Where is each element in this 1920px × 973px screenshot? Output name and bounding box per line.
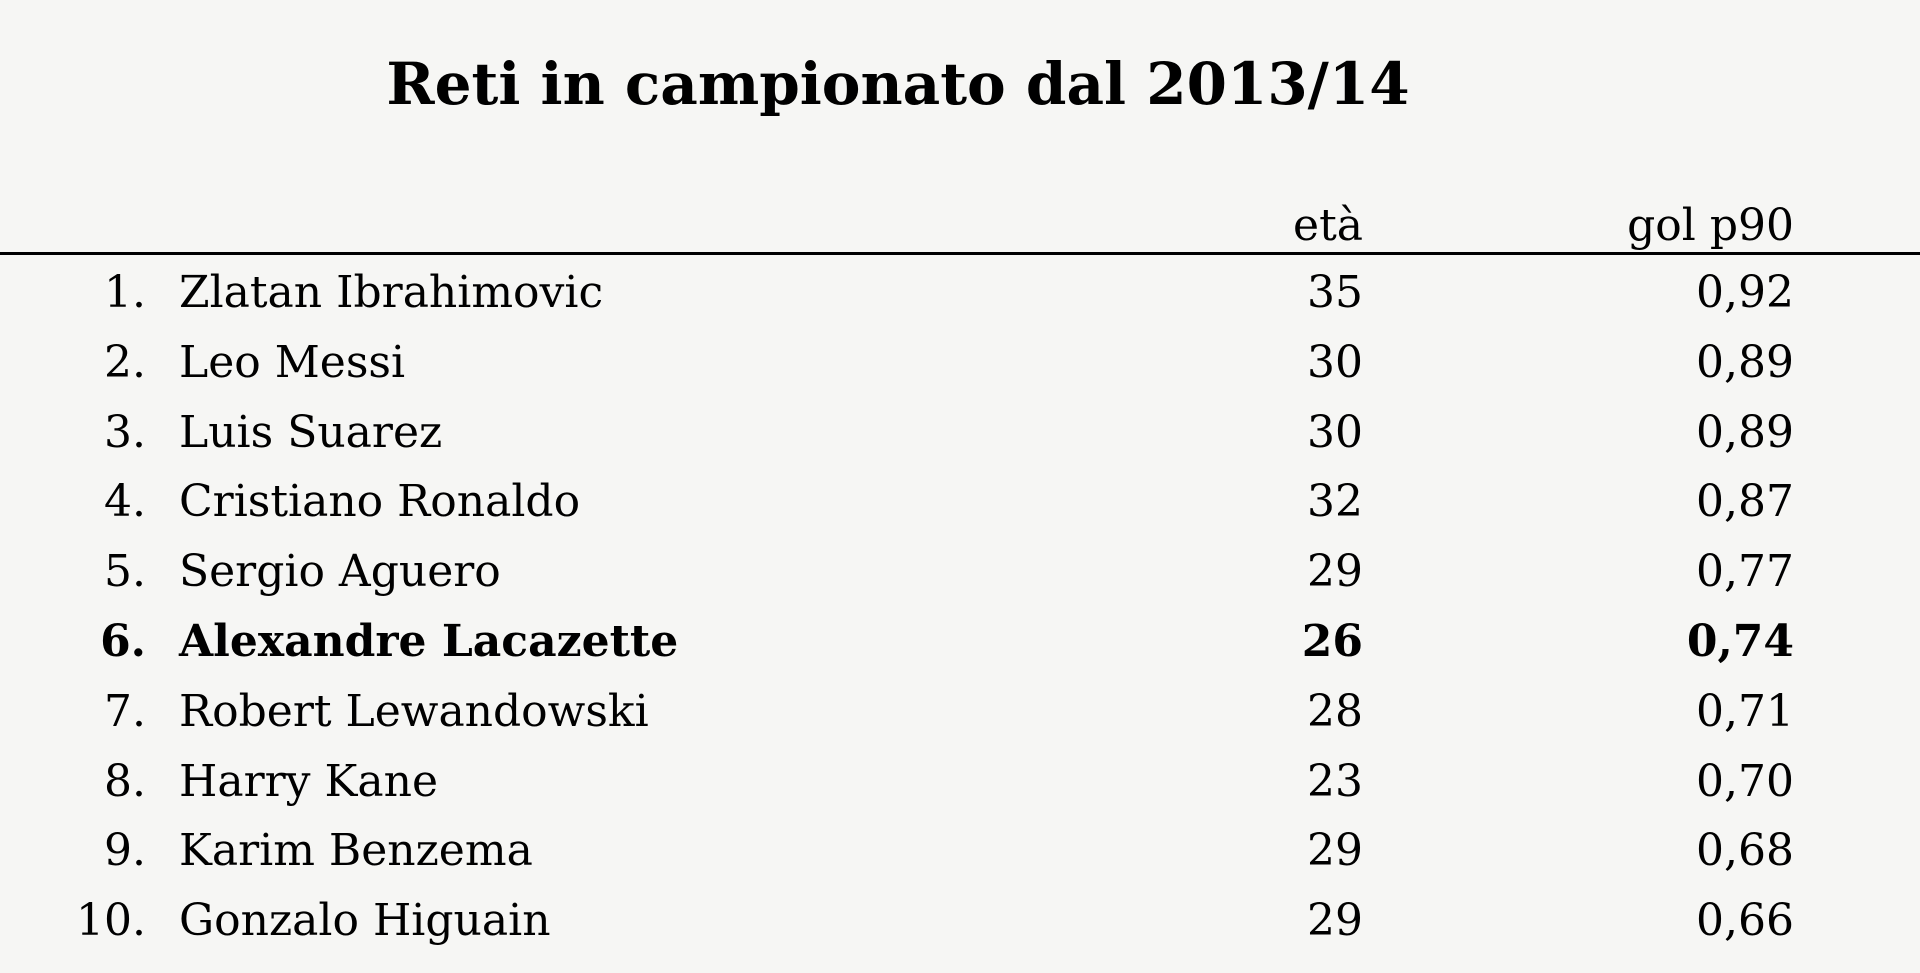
player-name-cell: Cristiano Ronaldo [179, 476, 581, 528]
table-row: 6. Alexandre Lacazette 26 0,74 [0, 607, 1920, 677]
goals-p90-cell: 0,87 [1696, 476, 1794, 528]
table-row: 1. Zlatan Ibrahimovic 35 0,92 [0, 258, 1920, 328]
table-row: 5. Sergio Aguero 29 0,77 [0, 537, 1920, 607]
rank-cell: 1. [104, 267, 146, 318]
age-cell: 35 [1307, 267, 1363, 318]
goals-p90-cell: 0,66 [1696, 895, 1794, 947]
age-cell: 29 [1307, 825, 1363, 877]
player-name-cell: Harry Kane [179, 755, 438, 807]
table-row: 9. Karim Benzema 29 0,68 [0, 816, 1920, 886]
player-name-cell: Karim Benzema [179, 825, 533, 877]
goals-p90-cell: 0,89 [1696, 336, 1794, 388]
table-row: 2. Leo Messi 30 0,89 [0, 328, 1920, 398]
goals-p90-cell: 0,70 [1696, 755, 1794, 807]
rank-cell: 5. [104, 546, 146, 598]
player-name-cell: Zlatan Ibrahimovic [179, 267, 604, 318]
player-name-cell: Robert Lewandowski [179, 685, 649, 737]
rank-cell: 8. [104, 755, 146, 807]
rank-cell: 4. [104, 476, 146, 528]
table-row: 10. Gonzalo Higuain 29 0,66 [0, 886, 1920, 956]
player-name-cell: Alexandre Lacazette [179, 616, 679, 667]
column-header-goals-p90: gol p90 [1627, 200, 1794, 251]
goals-p90-cell: 0,89 [1696, 406, 1794, 458]
table-row: 7. Robert Lewandowski 28 0,71 [0, 677, 1920, 747]
player-name-cell: Sergio Aguero [179, 546, 501, 598]
goals-p90-cell: 0,92 [1696, 267, 1794, 318]
player-name-cell: Leo Messi [179, 336, 406, 388]
goals-p90-cell: 0,77 [1696, 546, 1794, 598]
age-cell: 29 [1307, 895, 1363, 947]
goals-p90-cell: 0,74 [1686, 616, 1794, 667]
age-cell: 29 [1307, 546, 1363, 598]
player-name-cell: Gonzalo Higuain [179, 895, 551, 947]
age-cell: 30 [1307, 406, 1363, 458]
goals-p90-cell: 0,68 [1696, 825, 1794, 877]
table-row: 3. Luis Suarez 30 0,89 [0, 398, 1920, 468]
rank-cell: 10. [76, 895, 146, 947]
age-cell: 32 [1307, 476, 1363, 528]
age-cell: 30 [1307, 336, 1363, 388]
rank-cell: 6. [100, 616, 146, 667]
rank-cell: 3. [104, 406, 146, 458]
table-row: 8. Harry Kane 23 0,70 [0, 747, 1920, 817]
player-name-cell: Luis Suarez [179, 406, 443, 458]
age-cell: 23 [1307, 755, 1363, 807]
goals-p90-cell: 0,71 [1696, 685, 1794, 737]
table-row: 4. Cristiano Ronaldo 32 0,87 [0, 467, 1920, 537]
age-cell: 26 [1301, 616, 1363, 667]
column-header-age: età [1293, 200, 1363, 251]
age-cell: 28 [1307, 685, 1363, 737]
table-title: Reti in campionato dal 2013/14 [386, 50, 1410, 118]
rank-cell: 2. [104, 336, 146, 388]
rank-cell: 7. [104, 685, 146, 737]
rank-cell: 9. [104, 825, 146, 877]
header-divider [0, 252, 1920, 255]
